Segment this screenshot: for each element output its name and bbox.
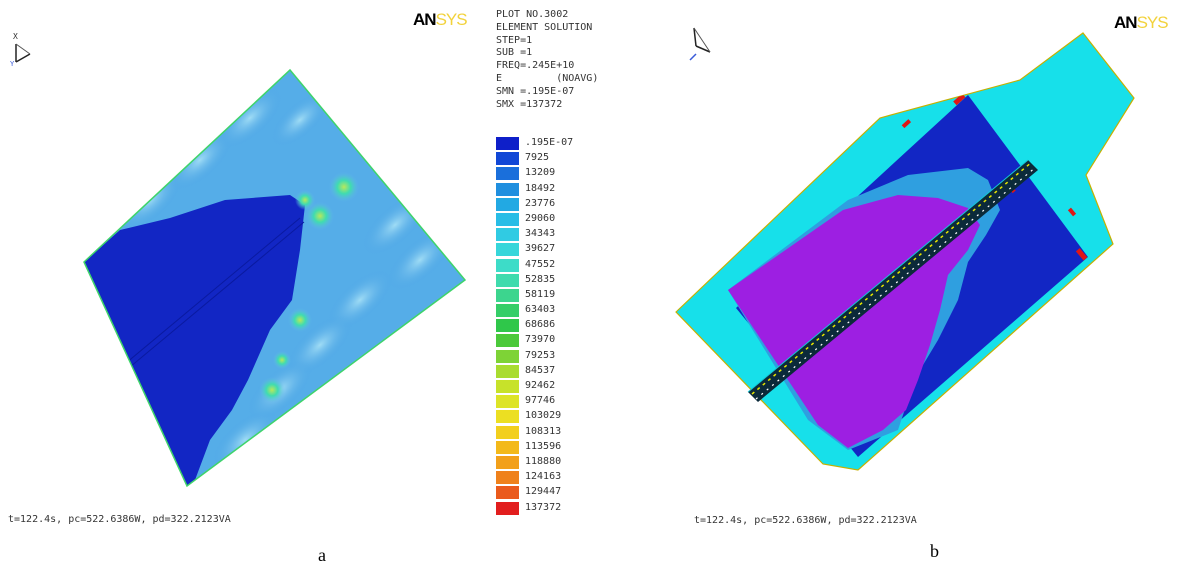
legend-label: 92462 (525, 380, 556, 391)
region-plot-b (675, 32, 1135, 471)
legend-header-line: PLOT NO.3002 (496, 9, 569, 20)
ansys-logo: ANSYS (1114, 13, 1169, 32)
legend-swatch (496, 486, 519, 500)
hotspots (259, 172, 359, 403)
legend-header: PLOT NO.3002 ELEMENT SOLUTION STEP=1 SUB =1… (496, 9, 598, 111)
legend-swatch (496, 152, 519, 166)
legend-swatch (496, 273, 519, 287)
legend-swatch (496, 288, 519, 302)
legend-swatch (496, 455, 519, 469)
legend-label: 129447 (525, 486, 562, 498)
conductor-strip (747, 159, 1038, 402)
legend-label: 23776 (525, 197, 556, 209)
panel-b: ANSYS t=122.4s, pc=522.6386W, pd=322.212… (668, 0, 1190, 569)
legend-label: 84537 (525, 364, 556, 376)
legend-label: 103029 (525, 410, 562, 422)
axis-triad-icon (689, 27, 711, 61)
legend-swatch (496, 440, 519, 454)
legend-header-line: ELEMENT SOLUTION (496, 21, 593, 33)
legend-label: 13209 (525, 167, 556, 179)
legend-swatch (496, 425, 519, 439)
legend-swatch (496, 395, 519, 409)
legend-swatch (496, 319, 519, 333)
legend-label: 34343 (525, 228, 556, 240)
legend-swatch (496, 243, 519, 257)
legend-label: 47552 (525, 258, 556, 270)
panel-a: X Y (8, 9, 598, 565)
legend-swatch (496, 228, 519, 242)
legend-label: 97746 (525, 395, 556, 407)
trace-line (107, 217, 301, 379)
status-footer: t=122.4s, pc=522.6386W, pd=322.2123VA (694, 515, 917, 526)
axis-y-label: Y (10, 60, 15, 68)
legend-swatch (496, 501, 519, 515)
caption-b: b (930, 541, 939, 561)
legend-label: 118880 (525, 455, 562, 467)
legend-label: 79253 (525, 349, 556, 361)
legend-swatch (496, 364, 519, 378)
legend-label: 7925 (525, 152, 550, 164)
legend-swatch (496, 471, 519, 485)
legend-label: 52835 (525, 273, 556, 285)
legend-swatch (496, 349, 519, 363)
axis-triad-icon: X Y (10, 32, 31, 68)
legend-label: 137372 (525, 501, 562, 513)
legend-label: 73970 (525, 334, 556, 346)
legend-label: 113596 (525, 440, 562, 452)
legend-swatch (496, 182, 519, 196)
legend-swatch (496, 304, 519, 318)
legend-header-line: FREQ=.245E+10 (496, 60, 575, 72)
ansys-logo: ANSYS (413, 10, 468, 29)
status-footer: t=122.4s, pc=522.6386W, pd=322.2123VA (8, 514, 231, 525)
domain-outline (83, 68, 467, 488)
legend-header-line: SMX =137372 (496, 98, 563, 110)
legend-header-line: SMN =.195E-07 (496, 85, 575, 97)
legend-label: 68686 (525, 319, 556, 331)
legend-swatch (496, 410, 519, 424)
legend-label: .195E-07 (525, 137, 574, 148)
legend-header-line: SUB =1 (496, 47, 533, 59)
contour-plot-a (83, 68, 467, 488)
legend-label: 18492 (525, 182, 556, 194)
axis-x-label: X (13, 32, 18, 41)
legend-swatch (496, 212, 519, 226)
legend-label: 63403 (525, 304, 556, 316)
legend-swatch (496, 334, 519, 348)
legend-header-line: STEP=1 (496, 34, 533, 46)
legend-label: 124163 (525, 471, 562, 483)
legend-label: 58119 (525, 288, 556, 300)
caption-a: a (318, 545, 326, 565)
legend-swatch (496, 380, 519, 393)
legend-swatch (496, 197, 519, 211)
legend-label: 29060 (525, 212, 556, 224)
legend-swatch (496, 167, 519, 181)
legend-swatch (496, 137, 519, 150)
legend-label: 39627 (525, 243, 556, 255)
legend-swatch (496, 258, 519, 272)
legend-label: 108313 (525, 425, 562, 437)
legend-header-line: E (NOAVG) (496, 72, 599, 84)
